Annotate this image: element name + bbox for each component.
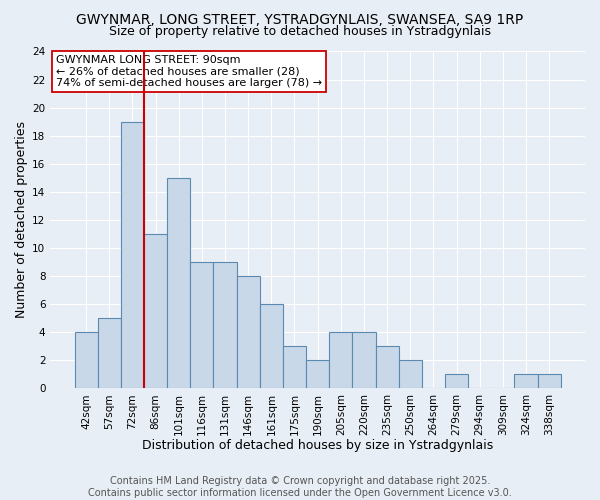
- Bar: [514, 374, 538, 388]
- Bar: [538, 374, 560, 388]
- Bar: [74, 332, 98, 388]
- Bar: [236, 276, 260, 388]
- Bar: [98, 318, 121, 388]
- Bar: [445, 374, 468, 388]
- Bar: [306, 360, 329, 388]
- Bar: [144, 234, 167, 388]
- Bar: [283, 346, 306, 389]
- Text: GWYNMAR, LONG STREET, YSTRADGYNLAIS, SWANSEA, SA9 1RP: GWYNMAR, LONG STREET, YSTRADGYNLAIS, SWA…: [76, 12, 524, 26]
- Bar: [329, 332, 352, 388]
- Bar: [352, 332, 376, 388]
- Text: Size of property relative to detached houses in Ystradgynlais: Size of property relative to detached ho…: [109, 25, 491, 38]
- Bar: [167, 178, 190, 388]
- Bar: [376, 346, 398, 389]
- Text: Contains HM Land Registry data © Crown copyright and database right 2025.
Contai: Contains HM Land Registry data © Crown c…: [88, 476, 512, 498]
- Bar: [398, 360, 422, 388]
- Bar: [121, 122, 144, 388]
- Bar: [260, 304, 283, 388]
- Y-axis label: Number of detached properties: Number of detached properties: [15, 122, 28, 318]
- X-axis label: Distribution of detached houses by size in Ystradgynlais: Distribution of detached houses by size …: [142, 440, 493, 452]
- Text: GWYNMAR LONG STREET: 90sqm
← 26% of detached houses are smaller (28)
74% of semi: GWYNMAR LONG STREET: 90sqm ← 26% of deta…: [56, 55, 322, 88]
- Bar: [214, 262, 236, 388]
- Bar: [190, 262, 214, 388]
